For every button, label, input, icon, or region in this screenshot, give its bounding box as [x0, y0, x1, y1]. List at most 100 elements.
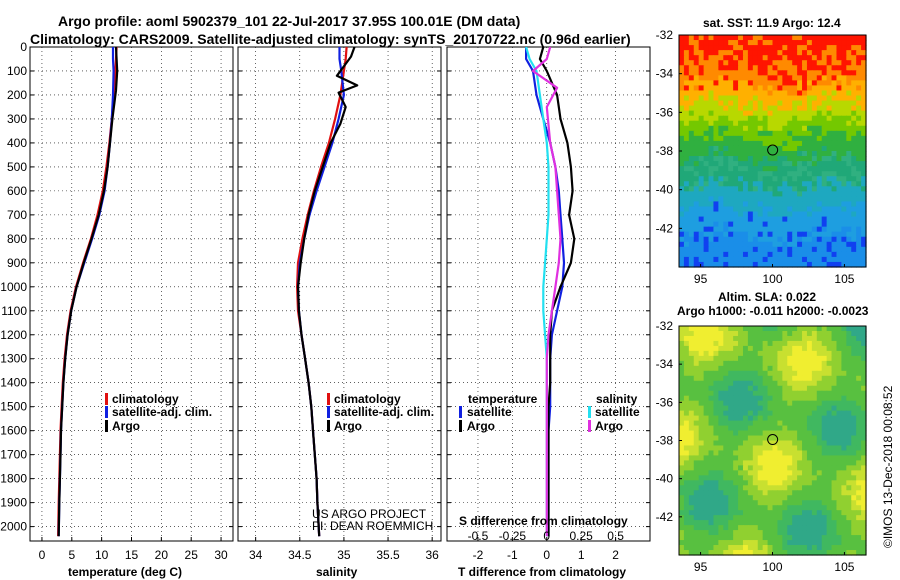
- map-cell: [802, 470, 808, 476]
- map-cell: [836, 151, 842, 157]
- map-cell: [811, 110, 818, 117]
- depth-tick-label: 900: [7, 256, 27, 270]
- map-cell: [856, 480, 862, 486]
- map-cell: [738, 500, 744, 506]
- map-cell: [836, 470, 842, 476]
- map-cell: [806, 161, 813, 167]
- map-cell: [816, 410, 823, 417]
- legend-label-argo: Argo: [112, 419, 140, 433]
- map-cell: [861, 181, 867, 187]
- map-cell: [816, 100, 823, 107]
- map-cell: [856, 145, 862, 152]
- map-cell: [792, 365, 798, 372]
- map-cell: [688, 530, 695, 536]
- map-cell: [718, 256, 724, 263]
- map-cell: [683, 430, 690, 437]
- map-cell: [728, 176, 734, 182]
- map-cell: [806, 201, 813, 208]
- map-cell: [752, 166, 759, 172]
- map-cell: [782, 206, 788, 213]
- map-cell: [708, 156, 715, 162]
- map-cell: [718, 450, 724, 457]
- map-cell: [767, 241, 774, 248]
- map-cell: [851, 95, 857, 102]
- map-cell: [693, 380, 700, 387]
- map-cell: [782, 211, 788, 218]
- map-cell: [723, 256, 729, 263]
- map-cell: [802, 216, 808, 223]
- map-cell: [856, 171, 862, 177]
- map-cell: [708, 125, 715, 132]
- map-cell: [836, 350, 842, 357]
- map-cell: [851, 550, 857, 556]
- map-cell: [708, 355, 715, 362]
- map-cell: [688, 115, 695, 122]
- map-cell: [752, 100, 759, 107]
- map-cell: [831, 171, 838, 177]
- map-cell: [742, 500, 749, 506]
- map-cell: [861, 550, 867, 556]
- map-cell: [802, 186, 808, 192]
- map-cell: [693, 181, 700, 187]
- map-cell: [762, 261, 769, 268]
- map-cell: [831, 465, 838, 471]
- map-cell: [762, 370, 769, 377]
- map-cell: [831, 95, 838, 102]
- map-cell: [767, 475, 774, 481]
- map-cell: [757, 360, 764, 367]
- map-cell: [806, 380, 813, 387]
- map-cell: [688, 221, 695, 228]
- map-cell: [742, 430, 749, 437]
- map-cell: [787, 125, 793, 132]
- map-cell: [747, 251, 754, 258]
- map-cell: [792, 445, 798, 452]
- map-cell: [723, 395, 729, 402]
- map-cell: [806, 375, 813, 382]
- map-cell: [806, 505, 813, 511]
- map-cell: [713, 430, 719, 437]
- map-cell: [688, 176, 695, 182]
- map-cell: [806, 350, 813, 357]
- map-cell: [767, 510, 774, 516]
- map-cell: [841, 196, 847, 203]
- map-cell: [782, 545, 788, 551]
- map-cell: [777, 550, 783, 556]
- map-cell: [747, 545, 754, 551]
- map-cell: [831, 261, 838, 268]
- map-cell: [821, 90, 828, 97]
- map-cell: [698, 450, 705, 457]
- map-cell: [733, 105, 739, 112]
- map-cell: [708, 120, 715, 127]
- map-cell: [861, 545, 867, 551]
- map-cell: [728, 90, 734, 97]
- map-cell: [846, 495, 852, 501]
- map-cell: [708, 345, 715, 352]
- map-cell: [792, 525, 798, 531]
- map-cell: [787, 515, 793, 521]
- map-cell: [703, 70, 710, 76]
- map-cell: [811, 535, 818, 541]
- map-cell: [792, 405, 798, 412]
- map-cell: [688, 455, 695, 462]
- map-cell: [762, 365, 769, 372]
- map-cell: [851, 40, 857, 46]
- map-cell: [806, 415, 813, 422]
- map-cell: [703, 75, 710, 81]
- map-cell: [713, 140, 719, 147]
- map-cell: [703, 221, 710, 228]
- map-cell: [747, 186, 754, 192]
- map-cell: [777, 510, 783, 516]
- map-cell: [718, 211, 724, 218]
- map-cell: [747, 115, 754, 122]
- map-cell: [767, 50, 774, 56]
- s-difference-tick-label: -0.25: [499, 529, 527, 543]
- map-cell: [831, 40, 838, 46]
- map-cell: [811, 395, 818, 402]
- map-cell: [787, 470, 793, 476]
- map-cell: [816, 510, 823, 516]
- map-lat-tick-label: -34: [656, 357, 674, 371]
- map-cell: [679, 335, 685, 342]
- depth-tick-label: 600: [7, 184, 27, 198]
- map-cell: [792, 151, 798, 157]
- map-cell: [802, 395, 808, 402]
